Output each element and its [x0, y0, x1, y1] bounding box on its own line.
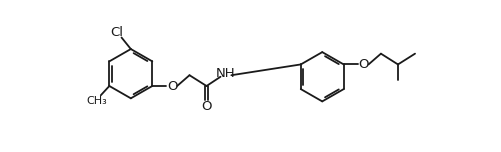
Text: O: O [167, 79, 178, 93]
Text: O: O [359, 58, 369, 71]
Text: CH₃: CH₃ [87, 96, 107, 106]
Text: O: O [201, 100, 212, 113]
Text: NH: NH [216, 67, 236, 80]
Text: Cl: Cl [110, 26, 123, 39]
